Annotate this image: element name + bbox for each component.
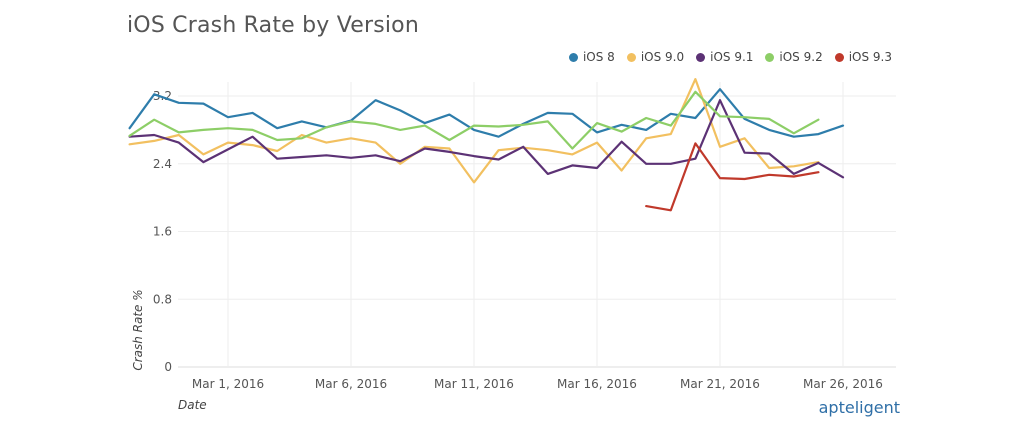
- legend-color-icon: [765, 52, 775, 62]
- legend-label: iOS 8: [582, 50, 615, 64]
- x-tick-label: Mar 1, 2016: [192, 377, 264, 391]
- apteligent-logo: apteligent: [818, 398, 900, 417]
- y-tick-label: 1.6: [153, 225, 172, 239]
- legend-item: iOS 9.2: [765, 50, 823, 64]
- chart-legend: iOS 8 iOS 9.0 iOS 9.1 iOS 9.2 iOS 9.3: [568, 50, 892, 64]
- legend-item: iOS 8: [568, 50, 615, 64]
- y-tick-label: 2.4: [153, 157, 172, 171]
- series-line-ios-9-3: [645, 142, 820, 212]
- x-axis-title: Date: [178, 398, 207, 412]
- x-tick-label: Mar 26, 2016: [803, 377, 883, 391]
- legend-color-icon: [696, 52, 706, 62]
- legend-color-icon: [568, 52, 578, 62]
- y-axis-title: Crash Rate %: [131, 289, 145, 370]
- legend-color-icon: [834, 52, 844, 62]
- y-tick-label: 0.8: [153, 292, 172, 306]
- x-tick-label: Mar 21, 2016: [680, 377, 760, 391]
- chart-title: iOS Crash Rate by Version: [127, 13, 419, 38]
- legend-label: iOS 9.3: [848, 50, 892, 64]
- x-tick-label: Mar 6, 2016: [315, 377, 387, 391]
- series-line-ios-9-1: [128, 99, 845, 179]
- legend-label: iOS 9.0: [640, 50, 685, 64]
- legend-label: iOS 9.1: [710, 50, 754, 64]
- series-line-ios-9-0: [128, 77, 820, 184]
- legend-item: iOS 9.1: [696, 50, 753, 64]
- y-tick-label: 0: [164, 360, 172, 374]
- x-tick-label: Mar 16, 2016: [557, 377, 637, 391]
- legend-item: iOS 9.0: [626, 50, 685, 64]
- legend-label: iOS 9.2: [779, 50, 823, 64]
- legend-color-icon: [626, 52, 636, 62]
- series-line-ios-8: [128, 88, 845, 138]
- series-line-ios-9-2: [128, 90, 820, 150]
- legend-item: iOS 9.3: [834, 50, 892, 64]
- x-tick-label: Mar 11, 2016: [434, 377, 514, 391]
